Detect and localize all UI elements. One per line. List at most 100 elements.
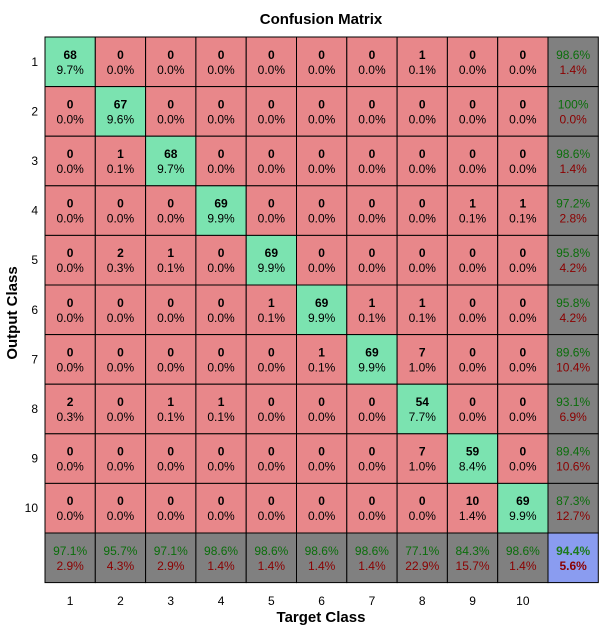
matrix-cell-6-2: 00.0% [94, 284, 147, 336]
matrix-cell-8-9-bg [446, 383, 499, 435]
x-tick-7: 7 [369, 594, 376, 608]
matrix-cell-7-4-bottom: 0.0% [207, 360, 235, 374]
matrix-cell-2-7-top: 0 [369, 97, 376, 111]
row-summary-4-bottom: 2.8% [559, 212, 587, 226]
matrix-cell-8-9-bottom: 0.0% [459, 410, 487, 424]
y-tick-7: 7 [31, 352, 38, 366]
matrix-cell-8-7: 00.0% [346, 383, 398, 435]
matrix-cell-8-3-top: 1 [167, 395, 174, 409]
y-tick-1: 1 [31, 55, 38, 69]
matrix-cell-10-7-bottom: 0.0% [358, 509, 386, 523]
matrix-cell-3-10-bottom: 0.0% [509, 162, 537, 176]
matrix-cell-4-6-top: 0 [318, 197, 325, 211]
col-summary-5-top: 98.6% [254, 544, 288, 558]
matrix-cell-4-4-top: 69 [214, 197, 228, 211]
col-summary-2: 95.7%4.3% [94, 532, 147, 584]
matrix-cell-8-10-bottom: 0.0% [509, 410, 537, 424]
matrix-cell-5-8: 00.0% [396, 234, 448, 286]
row-summary-3-bg [547, 135, 599, 187]
matrix-cell-10-3: 00.0% [145, 482, 197, 534]
matrix-cell-4-6-bottom: 0.0% [308, 212, 336, 226]
matrix-cell-9-10-bottom: 0.0% [509, 460, 537, 474]
matrix-cell-1-4: 00.0% [195, 36, 247, 88]
matrix-cell-7-1-top: 0 [67, 345, 74, 359]
matrix-cell-4-6-bg [296, 185, 348, 236]
matrix-cell-5-10-top: 0 [520, 246, 527, 260]
matrix-cell-5-2-top: 2 [117, 246, 124, 260]
row-summary-3-top: 98.6% [556, 147, 590, 161]
matrix-cell-6-3: 00.0% [145, 284, 197, 336]
matrix-cell-10-10: 699.9% [497, 482, 549, 534]
matrix-cell-3-5-bottom: 0.0% [258, 162, 286, 176]
matrix-cell-2-8: 00.0% [396, 86, 448, 137]
matrix-cell-8-5-bottom: 0.0% [258, 410, 286, 424]
matrix-cell-6-10-bg [497, 284, 549, 336]
matrix-cell-6-2-top: 0 [117, 296, 124, 310]
matrix-cell-3-5-top: 0 [268, 147, 275, 161]
matrix-cell-10-9-top: 10 [466, 494, 480, 508]
matrix-cell-5-8-top: 0 [419, 246, 426, 260]
matrix-cell-1-9: 00.0% [446, 36, 499, 88]
col-summary-9: 84.3%15.7% [446, 532, 499, 584]
matrix-cell-8-7-bottom: 0.0% [358, 410, 386, 424]
matrix-cell-2-9-bottom: 0.0% [459, 112, 487, 126]
matrix-cell-4-7-bottom: 0.0% [358, 212, 386, 226]
matrix-cell-4-4: 699.9% [195, 185, 247, 236]
matrix-cell-8-4: 10.1% [195, 383, 247, 435]
matrix-cell-5-1: 00.0% [44, 234, 96, 286]
matrix-cell-3-7: 00.0% [346, 135, 398, 187]
matrix-cell-5-7-top: 0 [369, 246, 376, 260]
matrix-cell-8-4-bg [195, 383, 247, 435]
matrix-cell-3-6-bottom: 0.0% [308, 162, 336, 176]
row-summary-8-bottom: 6.9% [559, 410, 587, 424]
col-summary-7-bg [346, 532, 398, 584]
matrix-cell-6-7-bg [346, 284, 398, 336]
matrix-cell-8-10-top: 0 [520, 395, 527, 409]
matrix-cell-9-2-top: 0 [117, 445, 124, 459]
matrix-cell-3-9-top: 0 [469, 147, 476, 161]
matrix-cell-10-2: 00.0% [94, 482, 147, 534]
col-summary-2-top: 95.7% [103, 544, 137, 558]
matrix-cell-1-1: 689.7% [44, 36, 96, 88]
matrix-cell-6-8-bottom: 0.1% [409, 311, 437, 325]
matrix-cell-9-8: 71.0% [396, 433, 448, 484]
matrix-cell-2-2-top: 67 [114, 97, 128, 111]
col-summary-1-bg [44, 532, 96, 584]
matrix-cell-3-5: 00.0% [245, 135, 297, 187]
col-summary-10-bg [497, 532, 549, 584]
matrix-cell-4-7-top: 0 [369, 197, 376, 211]
matrix-cell-1-3-bg [145, 36, 197, 88]
matrix-cell-2-4-bottom: 0.0% [207, 112, 235, 126]
matrix-cell-8-10-bg [497, 383, 549, 435]
matrix-cell-8-7-top: 0 [369, 395, 376, 409]
matrix-cell-1-5-top: 0 [268, 48, 275, 62]
row-summary-6: 95.8%4.2% [547, 284, 599, 336]
matrix-cell-5-3-top: 1 [167, 246, 174, 260]
matrix-cell-1-6: 00.0% [296, 36, 348, 88]
matrix-cell-1-7-top: 0 [369, 48, 376, 62]
matrix-cell-7-10-top: 0 [520, 345, 527, 359]
matrix-cell-3-4: 00.0% [195, 135, 247, 187]
matrix-cell-9-10-bg [497, 433, 549, 484]
matrix-cell-2-3-top: 0 [167, 97, 174, 111]
row-summary-3: 98.6%1.4% [547, 135, 599, 187]
matrix-cell-7-7-bottom: 9.9% [358, 360, 386, 374]
matrix-cell-1-5-bottom: 0.0% [258, 63, 286, 77]
matrix-cell-8-2-top: 0 [117, 395, 124, 409]
matrix-cell-4-3-bottom: 0.0% [157, 212, 185, 226]
matrix-cell-8-8-bg [396, 383, 448, 435]
row-summary-5-bottom: 4.2% [559, 261, 587, 275]
col-summary-9-bg [446, 532, 499, 584]
matrix-cell-5-6: 00.0% [296, 234, 348, 286]
matrix-cell-4-7: 00.0% [346, 185, 398, 236]
matrix-cell-5-6-top: 0 [318, 246, 325, 260]
matrix-cell-7-5: 00.0% [245, 334, 297, 385]
matrix-cell-10-7-top: 0 [369, 494, 376, 508]
matrix-cell-5-7-bottom: 0.0% [358, 261, 386, 275]
matrix-cell-5-2: 20.3% [94, 234, 147, 286]
row-summary-2-top: 100% [558, 97, 589, 111]
matrix-cell-10-7: 00.0% [346, 482, 398, 534]
col-summary-3-bottom: 2.9% [157, 559, 185, 573]
matrix-cell-5-9-bottom: 0.0% [459, 261, 487, 275]
